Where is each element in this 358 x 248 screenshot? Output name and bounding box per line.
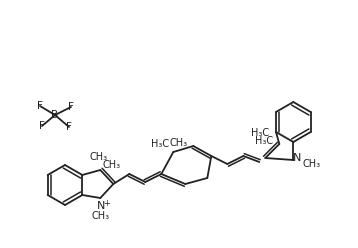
Text: F: F — [68, 102, 74, 112]
Text: F: F — [66, 122, 72, 132]
Text: N: N — [97, 201, 106, 211]
Text: CH₃: CH₃ — [169, 138, 187, 148]
Text: H₃C: H₃C — [251, 128, 269, 138]
Text: F: F — [39, 121, 45, 131]
Text: H₃C: H₃C — [151, 139, 169, 149]
Text: N: N — [293, 153, 301, 163]
Text: CH₃: CH₃ — [89, 152, 107, 162]
Text: CH₃: CH₃ — [91, 211, 110, 221]
Text: H₃C: H₃C — [255, 136, 273, 146]
Text: CH₃: CH₃ — [102, 160, 120, 170]
Text: F: F — [37, 101, 43, 111]
Text: CH₃: CH₃ — [302, 159, 320, 169]
Text: +: + — [103, 198, 110, 208]
Text: B: B — [52, 110, 59, 120]
